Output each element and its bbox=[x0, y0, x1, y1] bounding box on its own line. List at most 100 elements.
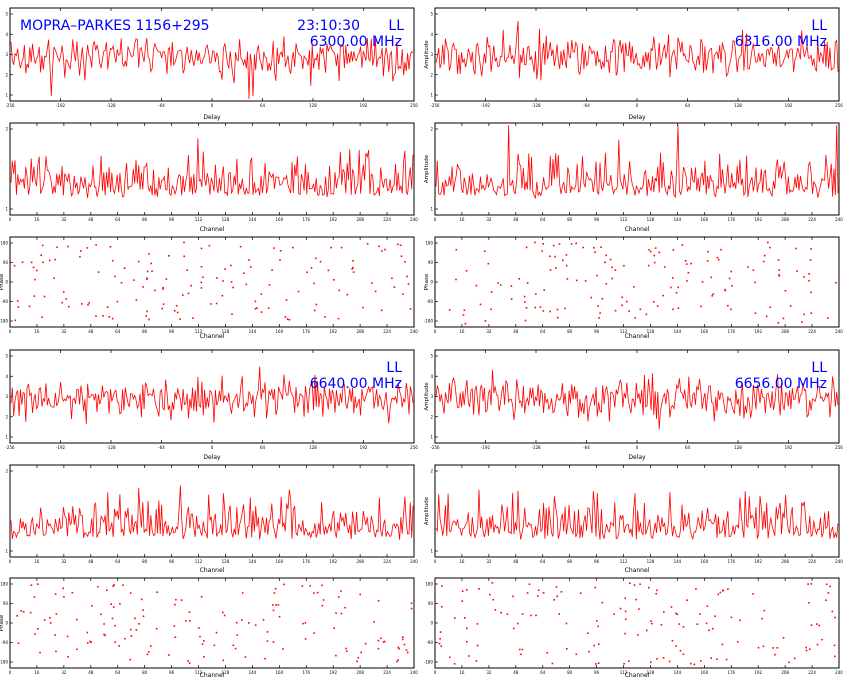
data-point bbox=[402, 293, 404, 295]
plot-annotation: MOPRA–PARKES 1156+295 bbox=[20, 18, 210, 34]
y-tick-label: 3 bbox=[430, 394, 433, 399]
data-point bbox=[762, 260, 765, 263]
data-point bbox=[523, 295, 526, 298]
data-point bbox=[61, 301, 64, 304]
data-point bbox=[730, 270, 732, 273]
data-point bbox=[352, 271, 355, 273]
data-point bbox=[517, 622, 519, 625]
x-tick-label: 224 bbox=[808, 329, 816, 334]
data-point bbox=[337, 317, 340, 320]
data-point bbox=[262, 619, 265, 621]
data-point bbox=[112, 606, 115, 608]
data-point bbox=[454, 617, 456, 619]
x-tick-label: 128 bbox=[309, 445, 317, 450]
data-point bbox=[351, 268, 353, 270]
plot-annotation: LL bbox=[388, 18, 404, 34]
x-tick-label: 208 bbox=[781, 217, 789, 222]
x-tick-label: 96 bbox=[594, 217, 600, 222]
data-point bbox=[656, 589, 658, 592]
data-point bbox=[701, 281, 704, 283]
data-point bbox=[634, 317, 636, 319]
data-point bbox=[97, 271, 100, 273]
data-point bbox=[638, 608, 640, 610]
x-tick-label: 0 bbox=[434, 329, 437, 334]
data-point bbox=[65, 298, 67, 300]
data-point bbox=[322, 599, 325, 601]
data-point bbox=[668, 660, 671, 663]
data-point bbox=[260, 293, 263, 295]
data-point bbox=[672, 308, 674, 311]
x-axis-label: Channel bbox=[200, 567, 225, 574]
data-point bbox=[646, 629, 648, 632]
data-point bbox=[448, 309, 451, 311]
data-point bbox=[33, 596, 36, 598]
data-point bbox=[410, 607, 413, 610]
data-point bbox=[313, 309, 316, 312]
data-point bbox=[391, 277, 393, 280]
data-point bbox=[221, 294, 224, 297]
data-point bbox=[200, 266, 203, 268]
data-point bbox=[708, 629, 710, 632]
y-tick-label: 1 bbox=[430, 549, 433, 554]
data-point bbox=[245, 283, 248, 286]
data-point bbox=[463, 309, 466, 312]
data-point bbox=[752, 269, 755, 271]
data-point bbox=[490, 308, 492, 311]
data-point bbox=[535, 614, 537, 617]
data-point bbox=[672, 277, 674, 279]
data-point bbox=[575, 653, 578, 656]
data-point bbox=[808, 602, 810, 604]
x-tick-label: 176 bbox=[302, 329, 310, 334]
data-point bbox=[653, 261, 656, 264]
data-point bbox=[438, 642, 441, 645]
x-tick-label: 192 bbox=[754, 217, 762, 222]
x-tick-label: 112 bbox=[620, 329, 628, 334]
data-point bbox=[313, 592, 315, 594]
data-point bbox=[535, 293, 537, 295]
x-tick-label: 176 bbox=[727, 329, 735, 334]
data-point bbox=[549, 269, 552, 271]
data-point bbox=[624, 597, 626, 600]
x-tick-label: 160 bbox=[701, 329, 709, 334]
x-tick-label: 208 bbox=[356, 670, 364, 675]
data-point bbox=[150, 262, 152, 265]
x-tick-label: 192 bbox=[360, 445, 368, 450]
data-point bbox=[232, 644, 235, 647]
data-point bbox=[807, 583, 809, 585]
data-point bbox=[340, 612, 343, 615]
data-point bbox=[784, 290, 787, 292]
data-point bbox=[582, 246, 584, 249]
y-tick-label: 1 bbox=[5, 549, 8, 554]
plot-annotation: 23:10:30 bbox=[297, 18, 360, 34]
data-point bbox=[62, 291, 65, 293]
data-point bbox=[297, 290, 300, 293]
data-point bbox=[562, 259, 564, 262]
data-point bbox=[145, 315, 147, 317]
data-point bbox=[762, 645, 765, 648]
data-point bbox=[575, 242, 577, 245]
data-point bbox=[156, 591, 158, 593]
data-point bbox=[275, 604, 277, 606]
data-point bbox=[656, 658, 658, 660]
data-point bbox=[621, 296, 623, 299]
data-point bbox=[499, 284, 502, 286]
data-point bbox=[344, 606, 346, 609]
data-point bbox=[626, 300, 628, 303]
data-point bbox=[230, 281, 233, 283]
x-tick-label: 256 bbox=[410, 445, 418, 450]
data-point bbox=[700, 660, 702, 662]
data-point bbox=[359, 593, 361, 596]
data-point bbox=[593, 644, 595, 647]
data-point bbox=[614, 269, 617, 271]
data-point bbox=[383, 640, 386, 643]
plot-panel-3-amplitude: 0 16 32 48 64 80 96 112 128 144 160 176 192 208 224 240… bbox=[5, 122, 418, 233]
x-tick-label: 176 bbox=[727, 217, 735, 222]
y-tick-label: 180 bbox=[0, 582, 8, 587]
data-point bbox=[338, 596, 340, 598]
data-point bbox=[232, 286, 234, 289]
data-point bbox=[628, 310, 630, 313]
data-point bbox=[190, 284, 192, 287]
data-point bbox=[827, 317, 829, 319]
x-tick-label: 192 bbox=[754, 670, 762, 675]
data-point bbox=[282, 648, 284, 650]
